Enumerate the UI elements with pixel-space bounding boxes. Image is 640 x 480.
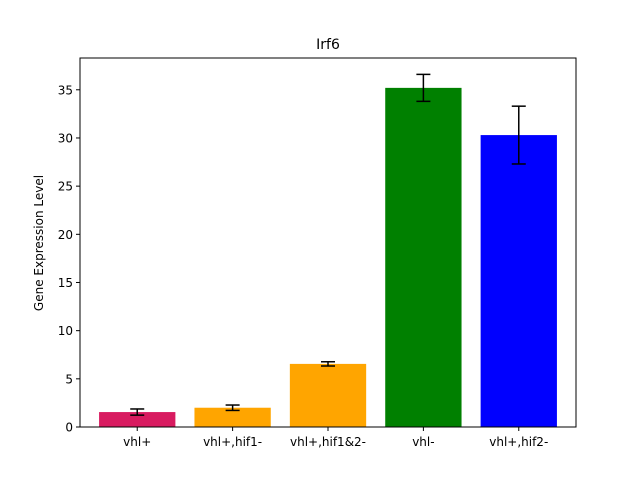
plot-frame <box>79 57 577 428</box>
bar-3 <box>289 363 367 427</box>
error-bars-group <box>130 73 526 416</box>
bar-1 <box>99 412 176 427</box>
y-axis-label: Gene Expression Level <box>32 175 46 311</box>
chart-title: Irf6 <box>316 37 340 53</box>
x-tick-label-5: vhl+,hif2- <box>489 435 548 449</box>
x-axis: vhl+ vhl+,hif1- vhl+,hif1&2- vhl-vhl+,hif2- <box>123 427 548 449</box>
x-tick-label-2: vhl+,hif1- <box>203 435 262 449</box>
y-tick-label-15: 15 <box>58 276 73 290</box>
x-tick-label-3: vhl+,hif1&2- <box>290 435 366 449</box>
bar-2 <box>194 407 271 427</box>
x-tick-label-1: vhl+ <box>123 435 151 449</box>
y-tick-label-30: 30 <box>58 131 73 145</box>
y-tick-label-5: 5 <box>65 372 73 386</box>
y-axis: 0 5 10 15 20 25 30 35 <box>58 83 80 435</box>
bar-5 <box>480 135 557 427</box>
y-tick-label-35: 35 <box>58 83 73 97</box>
y-tick-label-0: 0 <box>65 421 73 435</box>
y-tick-label-25: 25 <box>58 180 73 194</box>
y-tick-label-20: 20 <box>58 228 73 242</box>
bars-group <box>99 87 557 428</box>
y-tick-label-10: 10 <box>58 324 73 338</box>
bar-4 <box>385 87 462 428</box>
x-tick-label-4: vhl- <box>412 435 434 449</box>
